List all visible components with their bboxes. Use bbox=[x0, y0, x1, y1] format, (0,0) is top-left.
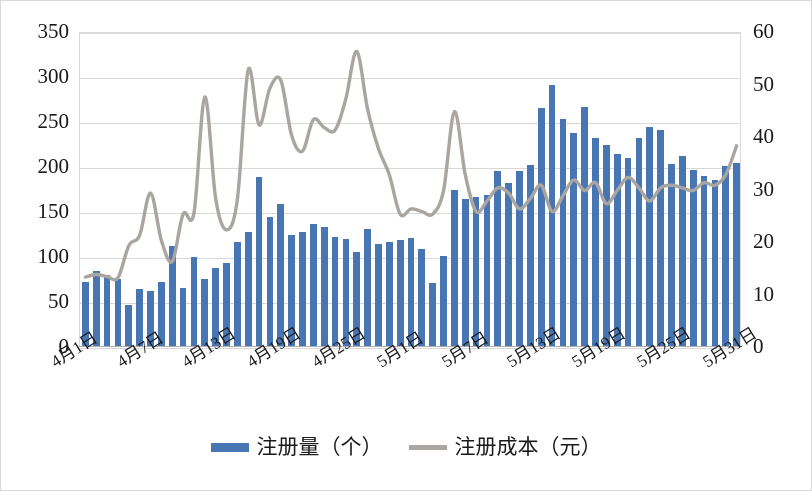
line-series-layer bbox=[83, 49, 739, 282]
bar[interactable] bbox=[440, 256, 447, 347]
bar[interactable] bbox=[114, 278, 122, 347]
bar[interactable] bbox=[212, 267, 219, 347]
bar[interactable] bbox=[418, 248, 426, 347]
gridline bbox=[80, 78, 740, 79]
line-swatch-icon bbox=[408, 444, 447, 450]
y-axis-left-tick: 100 bbox=[37, 244, 70, 268]
bar[interactable] bbox=[537, 107, 545, 347]
y-axis-right-tick: 20 bbox=[753, 229, 774, 253]
y-axis-left-tick: 300 bbox=[37, 64, 70, 88]
y-axis-left-tick: 150 bbox=[37, 199, 70, 223]
bar[interactable] bbox=[602, 145, 610, 347]
gridline bbox=[80, 33, 740, 34]
legend-label-registrations: 注册量（个） bbox=[256, 435, 383, 459]
bar[interactable] bbox=[570, 132, 578, 347]
bar[interactable] bbox=[82, 282, 89, 347]
bar[interactable] bbox=[613, 153, 621, 347]
bar[interactable] bbox=[429, 283, 437, 347]
cost-line[interactable] bbox=[83, 49, 739, 282]
bar-swatch-icon bbox=[210, 442, 249, 452]
bar[interactable] bbox=[244, 231, 252, 347]
bar[interactable] bbox=[505, 183, 513, 347]
bar[interactable] bbox=[494, 170, 502, 347]
gridline bbox=[80, 213, 740, 214]
y-axis-left-tick: 0 bbox=[58, 334, 70, 358]
bar[interactable] bbox=[548, 85, 556, 347]
bar[interactable] bbox=[331, 237, 339, 347]
x-axis-line bbox=[79, 346, 742, 347]
bar[interactable] bbox=[592, 138, 599, 347]
bar[interactable] bbox=[277, 203, 285, 347]
bar[interactable] bbox=[635, 138, 643, 347]
legend-item-cost[interactable]: 注册成本（元） bbox=[408, 435, 602, 459]
bar[interactable] bbox=[624, 158, 632, 347]
bar[interactable] bbox=[147, 291, 154, 347]
bar[interactable] bbox=[483, 194, 491, 347]
bar[interactable] bbox=[451, 189, 458, 347]
bar[interactable] bbox=[309, 223, 317, 347]
bar[interactable] bbox=[407, 238, 415, 347]
bar[interactable] bbox=[678, 156, 686, 347]
bar[interactable] bbox=[657, 130, 664, 347]
bar[interactable] bbox=[527, 165, 534, 347]
bar[interactable] bbox=[700, 176, 708, 347]
bar[interactable] bbox=[320, 227, 328, 347]
bar[interactable] bbox=[266, 216, 274, 347]
y-axis-right-tick: 30 bbox=[753, 176, 774, 201]
gridline bbox=[80, 168, 740, 169]
y-axis-right-tick: 60 bbox=[753, 19, 774, 43]
bar[interactable] bbox=[364, 229, 371, 347]
bar[interactable] bbox=[646, 126, 654, 347]
gridline bbox=[80, 123, 740, 124]
y-axis-right-tick: 50 bbox=[753, 71, 774, 96]
chart-legend: 注册量（个） 注册成本（元） bbox=[1, 436, 811, 458]
bar[interactable] bbox=[722, 166, 730, 347]
bar[interactable] bbox=[233, 241, 241, 347]
bar[interactable] bbox=[168, 246, 176, 347]
bar[interactable] bbox=[472, 196, 480, 347]
bar[interactable] bbox=[711, 179, 719, 347]
legend-label-cost: 注册成本（元） bbox=[454, 435, 602, 459]
bar[interactable] bbox=[223, 263, 230, 347]
bar[interactable] bbox=[201, 278, 209, 347]
bar[interactable] bbox=[158, 282, 165, 347]
bar[interactable] bbox=[559, 119, 567, 347]
bar[interactable] bbox=[396, 239, 404, 347]
bar[interactable] bbox=[179, 287, 187, 347]
bar[interactable] bbox=[255, 176, 263, 347]
bar[interactable] bbox=[288, 235, 295, 347]
legend-item-registrations[interactable]: 注册量（个） bbox=[210, 435, 383, 459]
bar[interactable] bbox=[190, 257, 198, 347]
bar[interactable] bbox=[689, 169, 697, 347]
gridline bbox=[80, 348, 740, 349]
y-axis-left-tick: 200 bbox=[37, 154, 70, 178]
bar[interactable] bbox=[299, 231, 306, 347]
y-axis-right-tick: 40 bbox=[753, 124, 774, 148]
y-axis-right-tick: 0 bbox=[753, 334, 764, 358]
bar[interactable] bbox=[342, 239, 350, 347]
bar[interactable] bbox=[92, 271, 100, 347]
bar[interactable] bbox=[136, 289, 144, 347]
bar-series-layer bbox=[80, 33, 740, 347]
bar[interactable] bbox=[581, 106, 588, 347]
y-axis-left-tick: 50 bbox=[48, 289, 69, 313]
bar[interactable] bbox=[385, 241, 393, 347]
y-axis-right-tick: 10 bbox=[753, 281, 774, 306]
y-axis-left-tick: 250 bbox=[37, 109, 70, 133]
bar[interactable] bbox=[103, 275, 111, 347]
bar[interactable] bbox=[461, 198, 469, 347]
bar[interactable] bbox=[516, 170, 523, 347]
bar[interactable] bbox=[125, 304, 133, 347]
bar[interactable] bbox=[353, 251, 361, 347]
bar[interactable] bbox=[733, 162, 740, 347]
y-axis-left-tick: 350 bbox=[37, 19, 70, 43]
plot-area bbox=[79, 32, 741, 349]
bar[interactable] bbox=[375, 244, 382, 347]
bar[interactable] bbox=[668, 164, 675, 347]
